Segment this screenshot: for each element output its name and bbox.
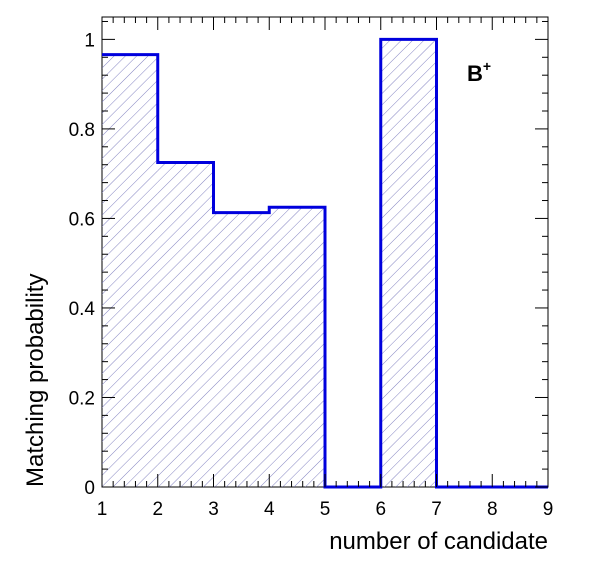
y-tick-label: 0.6 [69, 209, 95, 230]
x-tick-label: 6 [375, 499, 386, 520]
x-tick-label: 5 [320, 499, 331, 520]
y-tick-label: 0.8 [69, 120, 95, 141]
x-tick-label: 3 [208, 499, 219, 520]
annotation-base: B [467, 61, 483, 86]
y-tick-labels: 0 0.2 0.4 0.6 0.8 1 [69, 30, 96, 499]
y-tick-label: 1 [84, 30, 95, 51]
histogram-outline [102, 37, 548, 489]
x-tick-label: 9 [543, 499, 554, 520]
x-tick-label: 8 [487, 499, 498, 520]
annotation-superscript: + [483, 58, 491, 74]
x-tick-label: 1 [97, 499, 108, 520]
bar-2-3 [157, 162, 214, 487]
bar-6-7 [380, 39, 437, 487]
bar-4-5 [269, 207, 325, 487]
y-tick-label: 0 [84, 478, 95, 499]
bar-3-4 [213, 212, 270, 487]
bar-1-2 [102, 54, 158, 487]
x-tick-label: 7 [431, 499, 442, 520]
x-tick-labels: 1 2 3 4 5 6 7 8 9 [97, 499, 554, 520]
bars-group [102, 39, 437, 487]
x-tick-label: 4 [264, 499, 275, 520]
y-tick-label: 0.4 [69, 299, 96, 320]
particle-annotation: B+ [467, 58, 491, 86]
y-tick-label: 0.2 [69, 388, 95, 409]
axis-ticks [101, 17, 549, 488]
x-tick-label: 2 [152, 499, 163, 520]
x-axis-title: number of candidate [329, 528, 548, 555]
y-axis-title: Matching probability [22, 274, 49, 487]
